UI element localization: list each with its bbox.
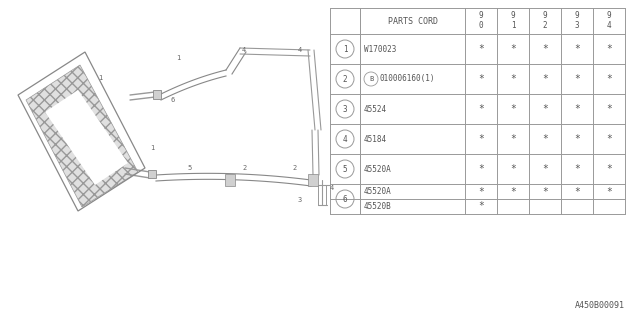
Text: *: * — [510, 74, 516, 84]
Text: *: * — [510, 187, 516, 196]
Text: 45520A: 45520A — [364, 187, 392, 196]
Text: 9: 9 — [575, 12, 579, 20]
Bar — [308, 174, 318, 186]
Text: *: * — [478, 134, 484, 144]
Text: *: * — [606, 187, 612, 196]
Text: *: * — [542, 164, 548, 174]
Text: 9: 9 — [543, 12, 547, 20]
Text: 3: 3 — [298, 197, 302, 203]
Text: 010006160(1): 010006160(1) — [380, 75, 435, 84]
Text: 2: 2 — [293, 165, 297, 171]
Text: *: * — [478, 74, 484, 84]
Text: *: * — [542, 187, 548, 196]
Polygon shape — [26, 65, 138, 207]
Text: 2: 2 — [243, 165, 247, 171]
Text: W170023: W170023 — [364, 44, 396, 53]
Text: *: * — [542, 104, 548, 114]
Text: 2: 2 — [342, 75, 348, 84]
Text: *: * — [510, 44, 516, 54]
Text: 45524: 45524 — [364, 105, 387, 114]
Text: 4: 4 — [242, 47, 246, 53]
Text: 4: 4 — [607, 21, 611, 30]
Bar — [153, 90, 161, 99]
Text: 4: 4 — [330, 185, 334, 191]
Text: 45184: 45184 — [364, 134, 387, 143]
Text: *: * — [574, 134, 580, 144]
Text: *: * — [606, 134, 612, 144]
Text: 6: 6 — [342, 195, 348, 204]
Text: 9: 9 — [511, 12, 515, 20]
Text: PARTS CORD: PARTS CORD — [387, 17, 438, 26]
Text: 1: 1 — [98, 75, 102, 81]
Text: 1: 1 — [176, 55, 180, 61]
Text: 3: 3 — [342, 105, 348, 114]
Text: *: * — [574, 104, 580, 114]
Text: *: * — [574, 187, 580, 196]
Text: 2: 2 — [543, 21, 547, 30]
Bar — [225, 174, 235, 186]
Text: *: * — [478, 44, 484, 54]
Text: *: * — [574, 44, 580, 54]
Text: *: * — [478, 104, 484, 114]
Text: *: * — [542, 134, 548, 144]
Text: *: * — [574, 164, 580, 174]
Text: *: * — [606, 44, 612, 54]
Text: 5: 5 — [342, 164, 348, 173]
Text: *: * — [478, 164, 484, 174]
Text: 45520B: 45520B — [364, 202, 392, 211]
Text: 45520A: 45520A — [364, 164, 392, 173]
Text: 9: 9 — [479, 12, 483, 20]
Text: *: * — [542, 74, 548, 84]
Text: 0: 0 — [479, 21, 483, 30]
Text: A450B00091: A450B00091 — [575, 301, 625, 310]
Text: *: * — [510, 104, 516, 114]
Text: 4: 4 — [342, 134, 348, 143]
Text: 3: 3 — [575, 21, 579, 30]
Text: 4: 4 — [298, 47, 302, 53]
Text: *: * — [478, 202, 484, 212]
Text: 1: 1 — [342, 44, 348, 53]
Bar — [148, 170, 156, 178]
Text: *: * — [478, 187, 484, 196]
Text: 6: 6 — [171, 97, 175, 103]
Text: B: B — [369, 76, 373, 82]
Polygon shape — [45, 90, 128, 185]
Text: 1: 1 — [511, 21, 515, 30]
Text: *: * — [606, 104, 612, 114]
Text: *: * — [542, 44, 548, 54]
Text: *: * — [510, 134, 516, 144]
Text: *: * — [510, 164, 516, 174]
Text: *: * — [606, 164, 612, 174]
Text: *: * — [574, 74, 580, 84]
Text: 1: 1 — [150, 145, 154, 151]
Text: 5: 5 — [188, 165, 192, 171]
Text: *: * — [606, 74, 612, 84]
Text: 9: 9 — [607, 12, 611, 20]
